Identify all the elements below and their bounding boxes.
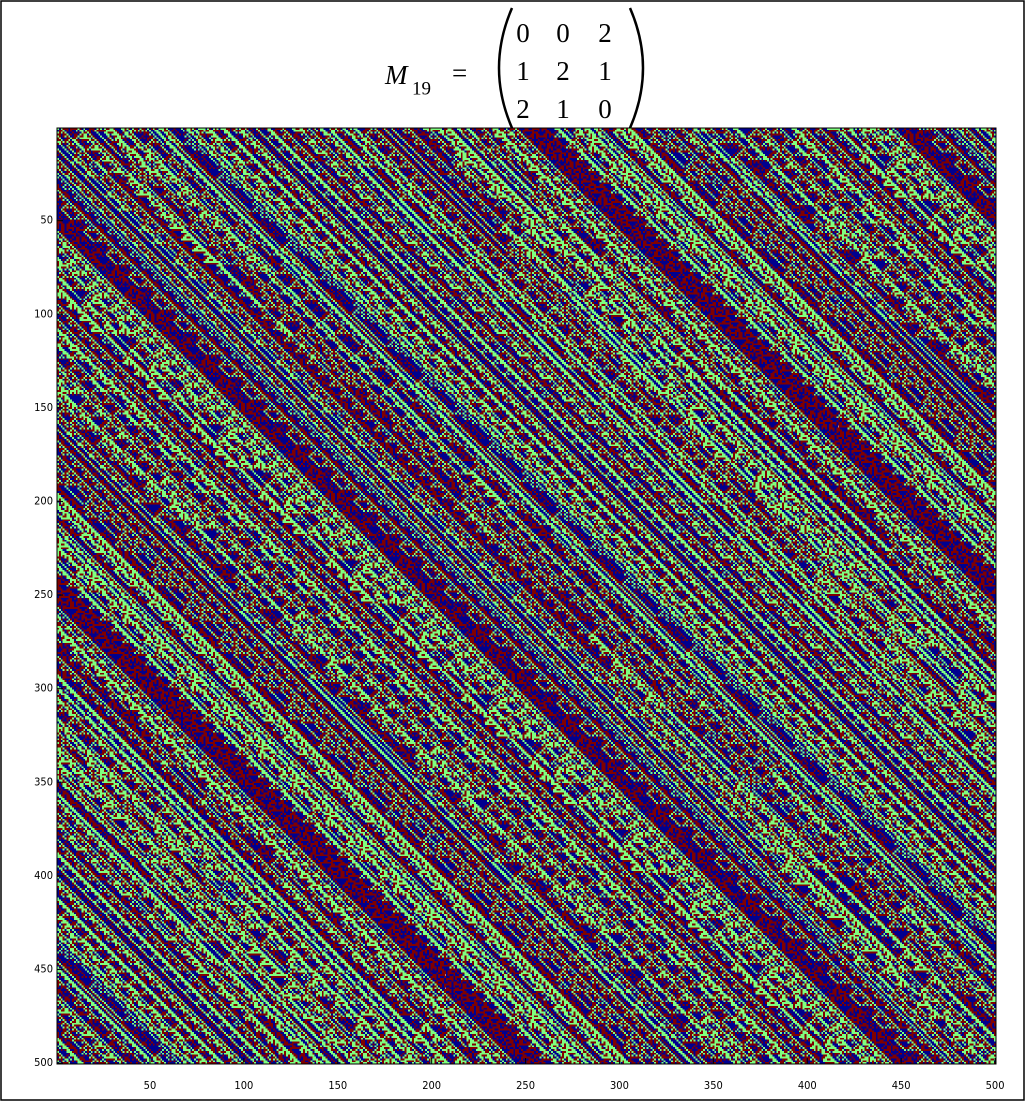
matrix-entry: 1 <box>516 56 530 86</box>
matrix-entry: 2 <box>598 18 612 48</box>
x-tick-label: 200 <box>422 1079 441 1092</box>
matrix-entry: 2 <box>516 94 530 124</box>
y-tick-label: 300 <box>34 682 53 695</box>
axes-box <box>56 127 997 1065</box>
x-tick-label: 300 <box>610 1079 629 1092</box>
title-subscript: 19 <box>412 78 431 99</box>
matrix-entry: 0 <box>516 18 530 48</box>
y-tick-label: 450 <box>34 962 53 975</box>
matrix-entry: 1 <box>598 56 612 86</box>
y-tick-label: 100 <box>34 307 53 320</box>
title-symbol: M <box>384 60 409 90</box>
matrix-entry: 0 <box>556 18 570 48</box>
y-tick-label: 500 <box>34 1056 53 1069</box>
x-tick-label: 150 <box>328 1079 347 1092</box>
matrix-entry: 1 <box>556 94 570 124</box>
y-tick-label: 200 <box>34 494 53 507</box>
x-tick-label: 450 <box>892 1079 911 1092</box>
x-tick-label: 400 <box>798 1079 817 1092</box>
y-tick-label: 150 <box>34 401 53 414</box>
matrix-entry: 0 <box>598 94 612 124</box>
title-equals: = <box>452 58 467 88</box>
x-tick-label: 50 <box>144 1079 157 1092</box>
cell-state <box>57 128 996 1064</box>
y-tick-label: 350 <box>34 775 53 788</box>
title: M 19 = <box>384 7 645 129</box>
x-tick-label: 250 <box>516 1079 535 1092</box>
x-tick-label: 100 <box>234 1079 253 1092</box>
cell-image <box>57 128 996 1064</box>
x-tick-label: 350 <box>704 1079 723 1092</box>
y-tick-label: 250 <box>34 588 53 601</box>
y-tick-label: 400 <box>34 869 53 882</box>
y-tick-label: 50 <box>40 214 53 227</box>
x-tick-label: 500 <box>986 1079 1005 1092</box>
matrix-entry: 2 <box>556 56 570 86</box>
left-paren <box>497 7 514 129</box>
right-paren <box>628 7 645 129</box>
